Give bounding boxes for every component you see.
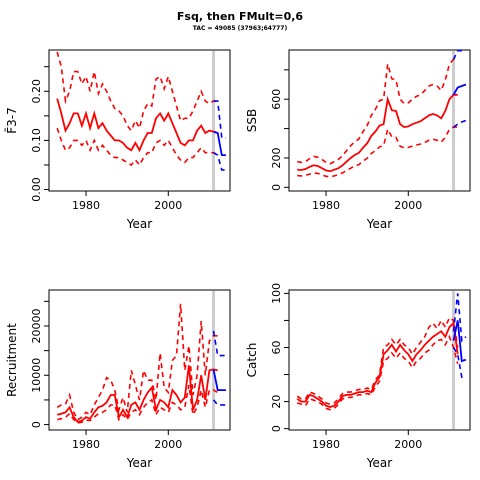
ssb-y-tick-label: 0 bbox=[270, 184, 283, 191]
recruitment-projection-upper-line bbox=[212, 330, 226, 357]
catch-x-tick-label: 1980 bbox=[312, 438, 340, 451]
recruitment-historic-median-line bbox=[56, 365, 218, 424]
ssb-projection-lower-line bbox=[453, 119, 467, 128]
catch-y-tick-label: 100 bbox=[270, 283, 283, 304]
recruitment-projection-median-line bbox=[212, 369, 226, 392]
ssb-historic-lower-line bbox=[297, 126, 458, 178]
recruitment-x-tick-label: 2000 bbox=[154, 438, 182, 451]
recruitment-x-axis-label: Year bbox=[126, 456, 152, 470]
recruitment-projection-lower-line bbox=[212, 399, 226, 406]
panel-fbar: 1980 2000 0.00 0.10 0.20 Year F̄3-7 bbox=[5, 49, 231, 231]
catch-projection-lower-line bbox=[452, 347, 466, 379]
ssb-historic-median-line bbox=[297, 93, 458, 173]
ssb-y-tick-label: 200 bbox=[270, 147, 283, 168]
panel-catch: 1980 2000 0 20 60 100 Year Catch bbox=[245, 283, 471, 470]
fbar-projection-lower-line bbox=[213, 152, 226, 171]
recruitment-y-tick-label: 0 bbox=[30, 421, 43, 428]
fbar-historic-median-line bbox=[56, 98, 218, 153]
fbar-x-tick-label: 1980 bbox=[72, 199, 100, 212]
fbar-projection-median-line bbox=[213, 130, 226, 157]
figure-title: Fsq, then FMult=0,6 bbox=[177, 10, 304, 23]
ssb-projection-upper-line bbox=[452, 49, 466, 60]
catch-projection-median-line bbox=[452, 320, 467, 363]
ssb-x-axis-label: Year bbox=[366, 217, 392, 231]
recruitment-historic-upper-line bbox=[56, 303, 218, 421]
recruitment-x-tick-label: 1980 bbox=[72, 438, 100, 451]
panel-ssb: 1980 2000 0 200 600 Year SSB bbox=[245, 49, 471, 231]
fbar-y-axis-label: F̄3-7 bbox=[5, 107, 19, 134]
fbar-plot-frame bbox=[48, 49, 231, 192]
recruitment-plot-frame bbox=[48, 289, 231, 431]
ssb-x-tick-label: 1980 bbox=[312, 199, 340, 212]
fbar-historic-lower-line bbox=[56, 127, 219, 167]
ssb-projection-median-line bbox=[452, 83, 467, 96]
catch-plot-frame bbox=[288, 289, 471, 431]
fbar-y-tick-label: 0.00 bbox=[30, 177, 43, 202]
catch-y-tick-label: 20 bbox=[270, 395, 283, 409]
fbar-historic-upper-line bbox=[56, 51, 218, 133]
catch-historic-upper-line bbox=[296, 316, 459, 406]
catch-y-axis-label: Catch bbox=[245, 343, 259, 378]
figure-subtitle: TAC = 49085 (37963;64777) bbox=[193, 25, 288, 32]
ssb-x-tick-label: 2000 bbox=[394, 199, 422, 212]
ssb-plot-frame bbox=[288, 49, 471, 192]
catch-historic-median-line bbox=[296, 321, 459, 408]
ssb-y-axis-label: SSB bbox=[245, 109, 259, 132]
fbar-x-tick-label: 2000 bbox=[154, 199, 182, 212]
fbar-x-axis-label: Year bbox=[126, 217, 152, 231]
catch-x-axis-label: Year bbox=[366, 456, 392, 470]
ssb-y-tick-label: 600 bbox=[270, 89, 283, 110]
recruitment-y-axis-label: Recruitment bbox=[5, 323, 19, 397]
catch-y-tick-label: 0 bbox=[270, 425, 283, 432]
recruitment-y-tick-label: 10000 bbox=[30, 358, 43, 393]
recruitment-historic-lower-line bbox=[57, 384, 219, 424]
catch-projection-upper-line bbox=[452, 293, 467, 343]
catch-historic-lower-line bbox=[296, 334, 459, 411]
fbar-y-tick-label: 0.10 bbox=[30, 128, 43, 153]
catch-y-tick-label: 60 bbox=[270, 340, 283, 354]
ssb-historic-upper-line bbox=[297, 58, 458, 165]
catch-x-tick-label: 2000 bbox=[394, 438, 422, 451]
recruitment-y-tick-label: 20000 bbox=[30, 308, 43, 343]
fbar-y-tick-label: 0.20 bbox=[30, 79, 43, 104]
fbar-projection-upper-line bbox=[213, 100, 226, 139]
